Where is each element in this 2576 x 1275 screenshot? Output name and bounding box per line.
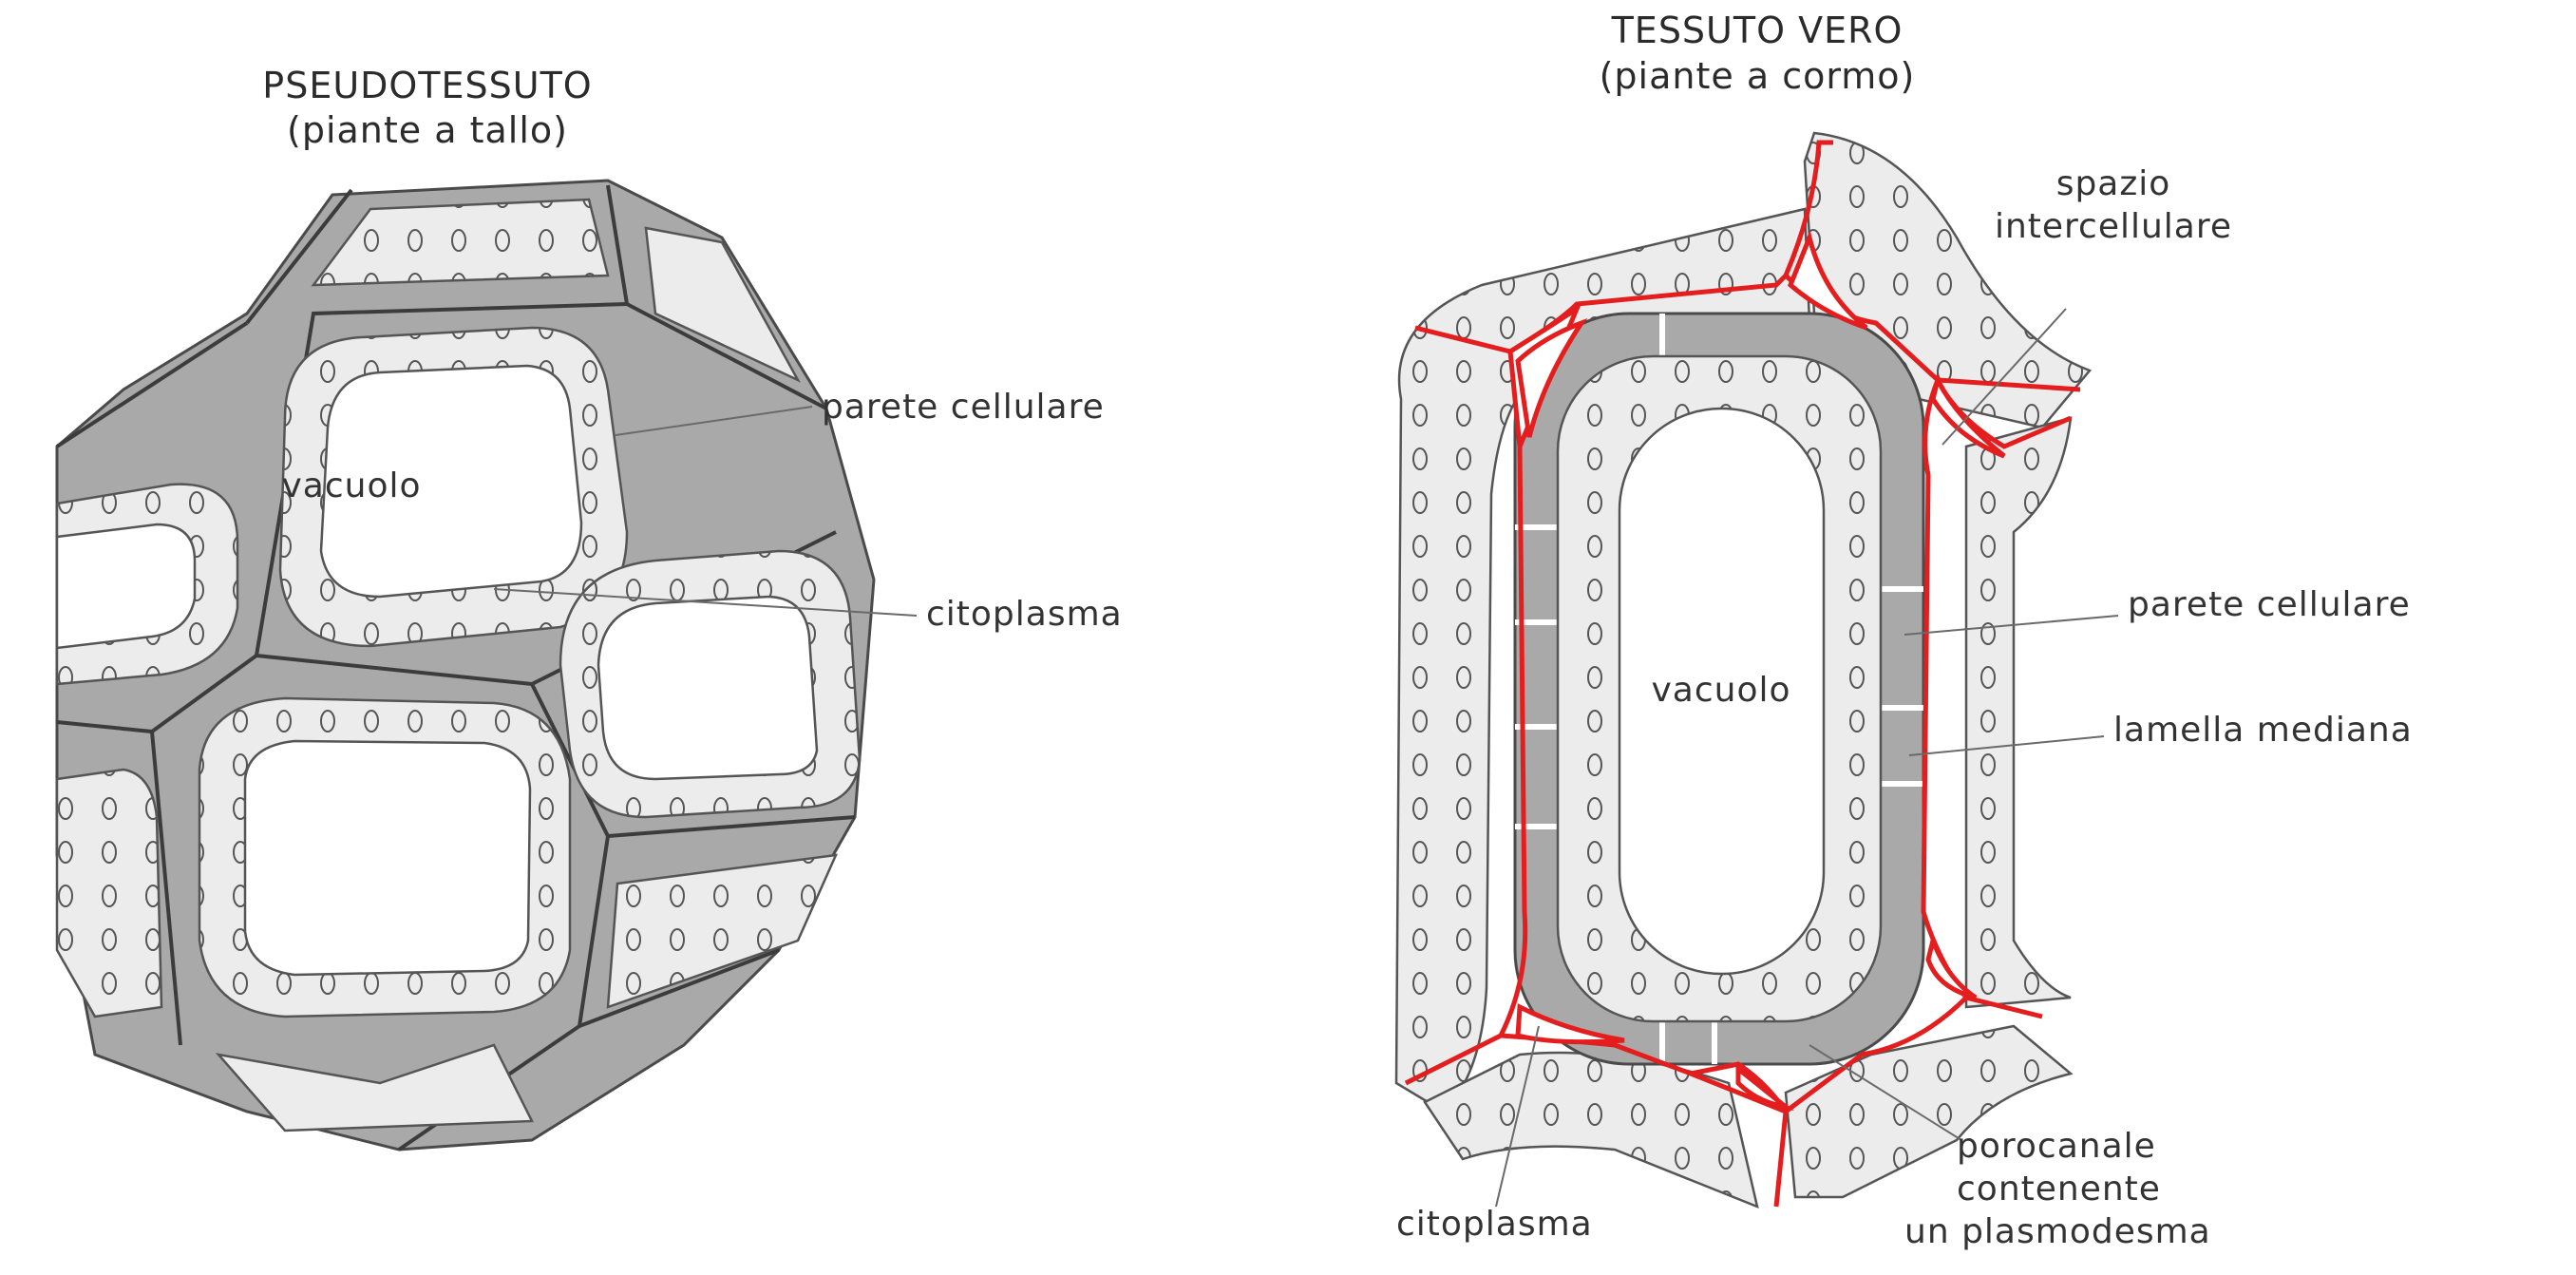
right-wall-label: parete cellulare [2128, 585, 2411, 624]
true-tissue-panel: TESSUTO VERO (piante a cormo) [1394, 10, 2413, 1251]
right-cytoplasm-label: citoplasma [1396, 1205, 1593, 1244]
vacuole-3 [243, 739, 532, 977]
intercellular-leader-line [1941, 308, 2067, 446]
vacuole-4 [55, 523, 197, 650]
neighbor-organelles [1396, 133, 2090, 1207]
intercellular-label-line2: intercellulare [1995, 207, 2232, 246]
vacuole-1 [319, 364, 583, 599]
pseudotissue-vacuoles [55, 364, 819, 977]
pore-label-line1: porocanale [1957, 1127, 2156, 1166]
pseudotissue-cells [55, 179, 876, 1151]
cytoplasm-leader-line [493, 588, 918, 617]
middle-lamella-label: lamella mediana [2113, 711, 2413, 750]
true-tissue-title: TESSUTO VERO [1611, 10, 1904, 51]
true-tissue-subtitle: (piante a cormo) [1600, 55, 1916, 97]
pseudotissue-subtitle: (piante a tallo) [287, 109, 568, 151]
middle-lamella-leader-line [1908, 735, 2105, 756]
pseudotissue-title: PSEUDOTESSUTO [262, 65, 592, 106]
wall-label: parete cellulare [822, 388, 1105, 427]
intercellular-spaces [1515, 229, 2006, 1112]
right-vacuole-label: vacuolo [1651, 671, 1790, 710]
right-cytoplasm-leader-line [1495, 1025, 1540, 1208]
cytoplasm-label: citoplasma [926, 595, 1123, 634]
wall-leader-line [615, 406, 813, 436]
intercellular-label-line1: spazio [2056, 164, 2171, 203]
vacuole-2 [597, 595, 819, 781]
pore-leader-line [1809, 1044, 1962, 1141]
pore-label-line3: un plasmodesma [1904, 1212, 2211, 1251]
pseudotissue-cell-boundaries [55, 184, 856, 1151]
pore-label-line2: contenente [1957, 1170, 2161, 1208]
right-wall-leader-line [1904, 615, 2119, 636]
vacuole-label: vacuolo [281, 466, 421, 505]
pseudotissue-panel: PSEUDOTESSUTO (piante a tallo) [55, 65, 1123, 1151]
central-cell-vacuole [1618, 407, 1826, 976]
